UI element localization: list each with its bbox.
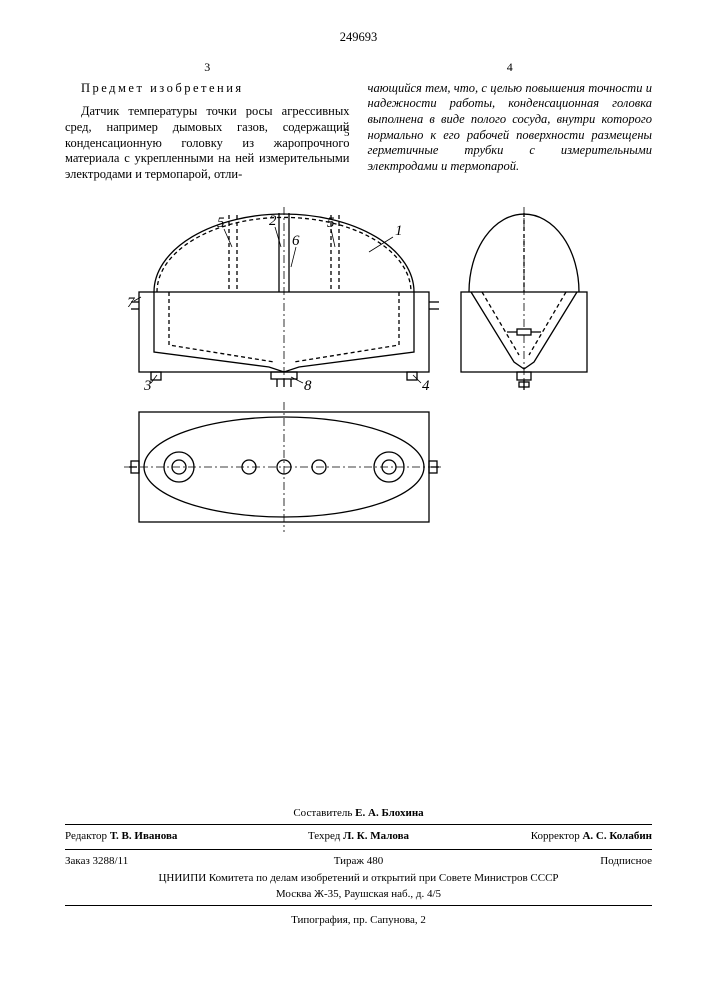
compiler-label: Составитель xyxy=(293,807,352,819)
editor-name: Т. В. Иванова xyxy=(110,830,178,842)
label-5a: 5 xyxy=(217,215,225,231)
column-number-right: 4 xyxy=(368,60,653,75)
compiler-name: Е. А. Блохина xyxy=(355,807,423,819)
editor-label: Редактор xyxy=(65,830,107,842)
signed: Подписное xyxy=(456,855,652,869)
side-view xyxy=(461,207,587,390)
order-number: Заказ 3288/11 xyxy=(65,855,261,869)
section-title: Предмет изобретения xyxy=(65,81,350,97)
column-number-left: 3 xyxy=(65,60,350,75)
line-marker: 5 xyxy=(344,127,350,141)
leader-lines xyxy=(134,227,421,383)
corrector-label: Корректор xyxy=(531,830,580,842)
techred-name: Л. К. Малова xyxy=(343,830,409,842)
organization-line-1: ЦНИИПИ Комитета по делам изобретений и о… xyxy=(65,871,652,887)
text-columns: 3 Предмет изобретения Датчик температуры… xyxy=(65,60,652,183)
label-6: 6 xyxy=(292,233,300,249)
label-5b: 5 xyxy=(327,215,335,231)
label-2: 2 xyxy=(269,213,277,229)
patent-number: 249693 xyxy=(65,30,652,46)
label-3: 3 xyxy=(143,378,152,394)
front-view xyxy=(131,207,439,387)
right-column: 4 чающийся тем, что, с целью повышения т… xyxy=(368,60,653,183)
label-8: 8 xyxy=(304,378,312,394)
tirage: Тираж 480 xyxy=(261,855,457,869)
top-view xyxy=(124,402,444,532)
label-4: 4 xyxy=(422,378,430,394)
technical-drawing: 1 2 3 4 5 5 6 7 8 xyxy=(99,197,619,547)
organization-line-2: Москва Ж-35, Раушская наб., д. 4/5 xyxy=(65,887,652,903)
label-1: 1 xyxy=(395,223,403,239)
footer: Составитель Е. А. Блохина Редактор Т. В.… xyxy=(65,806,652,929)
typography-line: Типография, пр. Сапунова, 2 xyxy=(65,914,652,928)
left-column: 3 Предмет изобретения Датчик температуры… xyxy=(65,60,350,183)
techred-label: Техред xyxy=(308,830,340,842)
left-paragraph: Датчик температуры точки росы агрессивны… xyxy=(65,104,350,182)
corrector-name: А. С. Колабин xyxy=(582,830,652,842)
right-paragraph: чающийся тем, что, с целью повышения точ… xyxy=(368,81,653,173)
